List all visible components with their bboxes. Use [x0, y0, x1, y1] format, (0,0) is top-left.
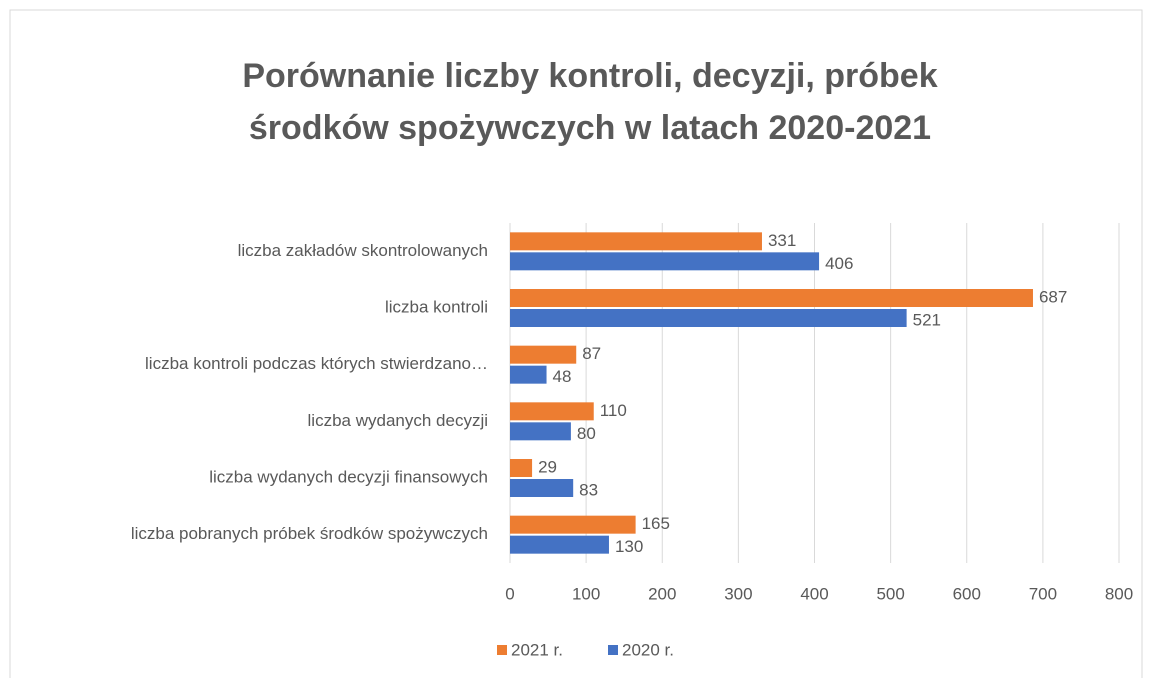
data-label: 83	[579, 480, 598, 499]
y-tick-label: liczba kontroli	[385, 297, 488, 316]
bar	[510, 365, 547, 384]
y-tick-label: liczba wydanych decyzji	[308, 411, 488, 430]
legend-label: 2020 r.	[622, 640, 674, 659]
data-label: 110	[600, 401, 627, 420]
data-label: 521	[913, 310, 941, 329]
x-tick-label: 600	[953, 584, 981, 603]
data-label: 80	[577, 424, 596, 443]
data-label: 406	[825, 254, 853, 273]
data-label: 331	[768, 231, 796, 250]
bar	[510, 479, 574, 497]
data-label: 687	[1039, 287, 1067, 306]
x-tick-label: 200	[648, 584, 676, 603]
bar	[510, 345, 577, 364]
x-tick-label: 700	[1029, 584, 1057, 603]
legend-label: 2021 r.	[511, 640, 563, 659]
bar	[510, 422, 571, 441]
bar	[510, 459, 533, 477]
data-label: 48	[553, 367, 572, 386]
bar	[510, 252, 820, 271]
data-label: 29	[538, 457, 557, 476]
chart-border	[9, 9, 1143, 678]
y-tick-label: liczba zakładów skontrolowanych	[238, 241, 488, 260]
data-label: 87	[582, 344, 601, 363]
y-tick-label: liczba pobranych próbek środków spożywcz…	[131, 524, 488, 543]
x-tick-label: 800	[1105, 584, 1133, 603]
x-tick-label: 300	[724, 584, 752, 603]
bar	[510, 232, 762, 251]
y-tick-label: liczba wydanych decyzji finansowych	[209, 467, 488, 486]
x-tick-label: 500	[876, 584, 904, 603]
bar	[510, 309, 907, 327]
legend-swatch	[497, 645, 507, 655]
chart-title: środków spożywczych w latach 2020-2021	[249, 109, 931, 147]
bar	[510, 515, 636, 534]
y-tick-label: liczba kontroli podczas których stwierdz…	[145, 354, 488, 373]
bar	[510, 289, 1033, 307]
bar	[510, 535, 609, 554]
x-tick-label: 400	[800, 584, 828, 603]
x-tick-label: 0	[505, 584, 514, 603]
bar	[510, 402, 594, 421]
legend-swatch	[608, 645, 618, 655]
x-tick-label: 100	[572, 584, 600, 603]
data-label: 130	[615, 537, 643, 556]
chart-title: Porównanie liczby kontroli, decyzji, pró…	[242, 57, 937, 95]
data-label: 165	[642, 514, 670, 533]
